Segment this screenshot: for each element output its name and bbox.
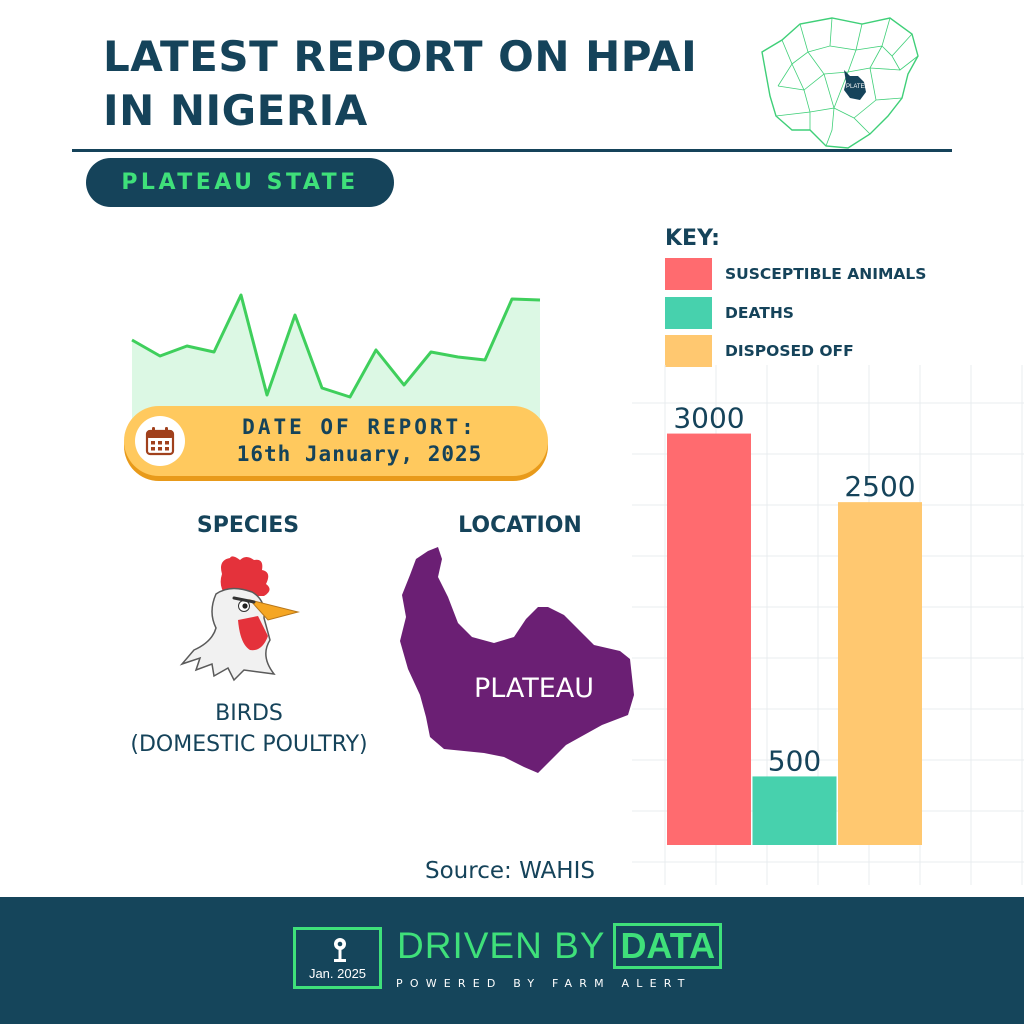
key-item-disposed: DISPOSED OFF bbox=[665, 335, 854, 367]
report-date-banner: DATE OF REPORT: 16th January, 2025 bbox=[124, 406, 548, 476]
map-thumb-label: PLATEAU bbox=[846, 84, 873, 90]
bar-value-label-0: 3000 bbox=[673, 402, 744, 435]
chart-grid bbox=[632, 365, 1024, 885]
calendar-icon bbox=[135, 416, 185, 466]
chart-labels: 3000 500 2500 bbox=[673, 402, 915, 778]
bar-1 bbox=[752, 776, 837, 845]
title-line-2: IN NIGERIA bbox=[103, 86, 368, 135]
source-note: Source: WAHIS bbox=[425, 858, 595, 884]
species-name-line-1: BIRDS bbox=[215, 701, 283, 726]
bar-value-label-1: 500 bbox=[768, 744, 821, 777]
species-name: BIRDS (DOMESTIC POULTRY) bbox=[96, 698, 402, 760]
key-title: KEY: bbox=[665, 226, 720, 251]
species-heading: SPECIES bbox=[196, 513, 300, 538]
key-swatch-deaths bbox=[665, 297, 712, 329]
chart-bars bbox=[667, 433, 922, 845]
date-badge: Jan. 2025 bbox=[293, 927, 382, 989]
bar-2 bbox=[838, 502, 922, 845]
badge-date-text: Jan. 2025 bbox=[308, 966, 367, 981]
report-date-text: DATE OF REPORT: 16th January, 2025 bbox=[185, 414, 548, 468]
report-date-label: DATE OF REPORT: bbox=[242, 415, 477, 439]
bar-0 bbox=[667, 433, 751, 845]
plateau-state-map: PLATEAU bbox=[400, 547, 634, 773]
report-date-value: 16th January, 2025 bbox=[236, 442, 483, 466]
powered-by-text: POWERED BY FARM ALERT bbox=[396, 977, 692, 990]
key-label-disposed: DISPOSED OFF bbox=[725, 342, 854, 360]
plateau-map-label: PLATEAU bbox=[474, 673, 594, 704]
brand-logo: DRIVEN BY DATA bbox=[397, 923, 723, 969]
brand-box-text: DATA bbox=[613, 923, 723, 969]
title-line-1: LATEST REPORT ON HPAI bbox=[103, 32, 698, 81]
brand-text: DRIVEN BY bbox=[397, 925, 606, 966]
decorative-sparkline bbox=[131, 293, 541, 425]
species-name-line-2: (DOMESTIC POULTRY) bbox=[130, 732, 368, 757]
key-label-susceptible: SUSCEPTIBLE ANIMALS bbox=[725, 265, 927, 283]
key-label-deaths: DEATHS bbox=[725, 304, 794, 322]
bar-chart: 3000 500 2500 bbox=[632, 365, 1024, 885]
bar-value-label-2: 2500 bbox=[844, 470, 915, 503]
state-badge: PLATEAU STATE bbox=[86, 158, 394, 207]
location-heading: LOCATION bbox=[458, 513, 582, 538]
key-swatch-susceptible bbox=[665, 258, 712, 290]
key-swatch-disposed bbox=[665, 335, 712, 367]
footer: Jan. 2025 DRIVEN BY DATA POWERED BY FARM… bbox=[0, 897, 1024, 1024]
page-title: LATEST REPORT ON HPAI IN NIGERIA bbox=[103, 30, 743, 138]
map-pin-icon bbox=[334, 938, 346, 962]
key-item-deaths: DEATHS bbox=[665, 297, 794, 329]
rooster-icon bbox=[179, 556, 300, 682]
nigeria-map-icon: PLATEAU bbox=[761, 17, 919, 149]
key-item-susceptible: SUSCEPTIBLE ANIMALS bbox=[665, 258, 926, 290]
header-divider bbox=[72, 149, 952, 152]
